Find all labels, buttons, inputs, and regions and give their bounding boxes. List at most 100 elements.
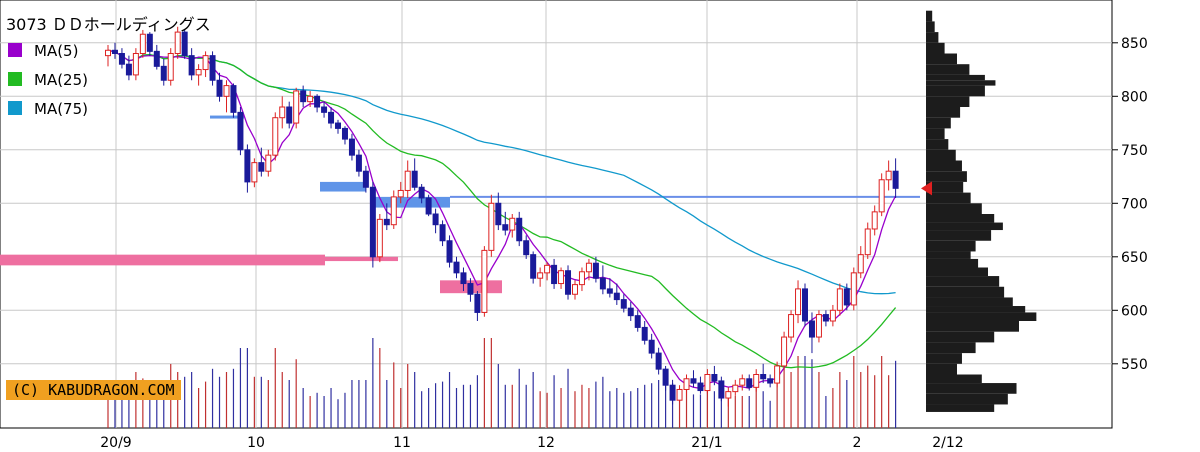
volume-profile-bar	[926, 10, 933, 22]
ma5-line	[107, 49, 897, 390]
candle-down	[669, 384, 676, 401]
volume-profile-bar	[926, 312, 1037, 321]
candle-up	[857, 254, 864, 274]
candle-down	[892, 170, 899, 189]
volume-profile-bar	[926, 160, 962, 172]
legend-label: MA(25)	[34, 71, 88, 89]
candle-up	[725, 391, 732, 399]
credit-badge: (C) KABUDRAGON.COM	[6, 380, 181, 400]
candle-up	[585, 262, 592, 273]
candle-down	[446, 240, 453, 263]
candle-up	[481, 249, 488, 313]
volume-profile-bar	[926, 306, 1026, 313]
volume-profile-bar	[926, 53, 957, 65]
volume-profile-bar	[926, 240, 976, 252]
candle-down	[620, 299, 627, 309]
volume-profile-bar	[926, 331, 995, 343]
volume-profile-bar	[926, 80, 996, 86]
candle-down	[118, 53, 125, 65]
candle-up	[202, 55, 209, 71]
candle-down	[439, 224, 446, 242]
candle-up	[174, 31, 181, 54]
candle-down	[808, 320, 815, 338]
candle-up	[864, 228, 871, 256]
candle-up	[732, 384, 739, 393]
candle-up	[571, 284, 578, 295]
candle-down	[592, 262, 599, 279]
volume-profile-bar	[926, 32, 939, 43]
candle-up	[537, 272, 544, 279]
candle-up	[815, 314, 822, 338]
volume-profile-bar	[926, 276, 1000, 287]
candle-down	[551, 264, 558, 285]
volume-profile-bar	[926, 64, 970, 75]
candle-down	[648, 339, 655, 354]
candle-down	[718, 380, 725, 399]
candle-down	[530, 254, 537, 279]
candle-down	[362, 170, 369, 188]
candle-down	[216, 79, 223, 97]
y-tick-label: 650	[1121, 250, 1148, 266]
candle-down	[565, 270, 572, 295]
candle-down	[181, 31, 188, 57]
candle-down	[111, 49, 118, 55]
candle-down	[690, 378, 697, 384]
volume-profile-bar	[926, 286, 1005, 298]
volume-profile-bar	[926, 74, 985, 81]
volume-profile-bar	[926, 258, 979, 268]
candle-up	[774, 365, 781, 384]
candle-up	[683, 378, 690, 390]
candle-down	[760, 374, 767, 380]
candle-down	[286, 106, 293, 124]
candle-up	[265, 154, 272, 172]
legend-swatch	[8, 72, 22, 86]
candle-down	[634, 315, 641, 328]
y-tick-label: 850	[1121, 36, 1148, 52]
volume-profile-bar	[926, 404, 995, 412]
chart-title: 3073 ＤＤホールディングス	[6, 15, 211, 34]
volume-profile-bar	[926, 383, 1017, 394]
candle-up	[509, 217, 516, 231]
candle-down	[314, 95, 321, 108]
candle-down	[335, 122, 342, 129]
candle-up	[795, 288, 802, 316]
volume-profile-bar	[926, 42, 945, 54]
candle-down	[237, 111, 244, 151]
candle-down	[341, 127, 348, 140]
candle-up	[871, 211, 878, 230]
candle-down	[244, 149, 251, 183]
band-pink	[0, 254, 325, 266]
volume-profile-bar	[926, 230, 992, 241]
candle-down	[495, 202, 502, 226]
candle-down	[523, 240, 530, 256]
candle-up	[293, 90, 300, 124]
volume-profile-bar	[926, 342, 976, 354]
band-blue	[372, 196, 450, 208]
candle-up	[397, 189, 404, 198]
candle-down	[474, 293, 481, 313]
candle-up	[850, 272, 857, 306]
candle-up	[307, 95, 314, 103]
candle-up	[836, 288, 843, 311]
candle-up	[488, 202, 495, 251]
x-tick-label: 10	[247, 435, 265, 451]
candle-up	[578, 271, 585, 286]
candle-down	[822, 314, 829, 322]
volume-profile-bar	[926, 222, 1003, 231]
volume-profile-bar	[926, 85, 985, 97]
candle-down	[502, 224, 509, 231]
candle-down	[655, 352, 662, 370]
volume-profile-bar	[926, 96, 970, 107]
candle-down	[802, 288, 808, 322]
volume-profile-bar	[926, 363, 957, 375]
volume-profile-bar	[926, 107, 961, 118]
candle-up	[558, 270, 565, 285]
candle-up	[404, 170, 411, 191]
candle-down	[606, 288, 613, 294]
volume-profile-bar	[926, 192, 971, 204]
candle-down	[153, 50, 160, 67]
volume-profile-bar	[926, 251, 971, 259]
candle-down	[383, 218, 390, 226]
candle-down	[453, 261, 460, 274]
candle-up	[704, 374, 711, 392]
